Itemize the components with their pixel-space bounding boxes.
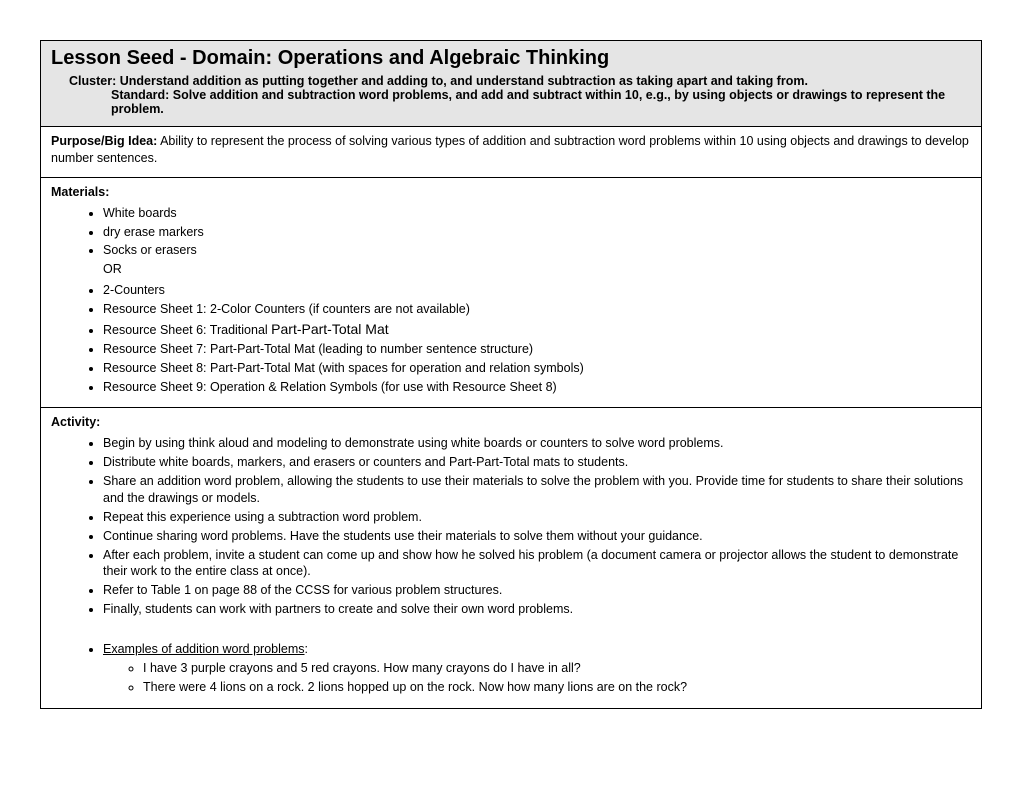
list-item: Resource Sheet 8: Part-Part-Total Mat (w… bbox=[103, 360, 971, 377]
list-item: After each problem, invite a student can… bbox=[103, 547, 971, 581]
list-item: dry erase markers bbox=[103, 224, 971, 241]
list-item-ppt: Part-Part-Total Mat bbox=[271, 321, 388, 337]
list-item-text: Resource Sheet 6: Traditional bbox=[103, 323, 271, 337]
examples-label-text: Examples of addition word problems bbox=[103, 642, 305, 656]
examples-list: Examples of addition word problems: I ha… bbox=[51, 641, 971, 696]
activity-label: Activity: bbox=[51, 415, 100, 429]
list-item: Repeat this experience using a subtracti… bbox=[103, 509, 971, 526]
list-item: There were 4 lions on a rock. 2 lions ho… bbox=[143, 679, 971, 696]
header-section: Lesson Seed - Domain: Operations and Alg… bbox=[41, 41, 981, 127]
materials-list-b: 2-Counters Resource Sheet 1: 2-Color Cou… bbox=[51, 282, 971, 395]
list-item: I have 3 purple crayons and 5 red crayon… bbox=[143, 660, 971, 677]
page-title: Lesson Seed - Domain: Operations and Alg… bbox=[51, 47, 971, 70]
list-item: Resource Sheet 7: Part-Part-Total Mat (l… bbox=[103, 341, 971, 358]
list-item: Continue sharing word problems. Have the… bbox=[103, 528, 971, 545]
examples-sublist: I have 3 purple crayons and 5 red crayon… bbox=[103, 660, 971, 696]
purpose-label: Purpose/Big Idea: bbox=[51, 134, 157, 148]
activity-list: Begin by using think aloud and modeling … bbox=[51, 435, 971, 618]
lesson-seed-table: Lesson Seed - Domain: Operations and Alg… bbox=[40, 40, 982, 709]
list-item: Refer to Table 1 on page 88 of the CCSS … bbox=[103, 582, 971, 599]
materials-or: OR bbox=[103, 261, 971, 278]
list-item: Finally, students can work with partners… bbox=[103, 601, 971, 618]
materials-label: Materials: bbox=[51, 185, 109, 199]
list-item: 2-Counters bbox=[103, 282, 971, 299]
list-item: Begin by using think aloud and modeling … bbox=[103, 435, 971, 452]
list-item: White boards bbox=[103, 205, 971, 222]
materials-list-a: White boards dry erase markers Socks or … bbox=[51, 205, 971, 260]
list-item: Distribute white boards, markers, and er… bbox=[103, 454, 971, 471]
list-item: Resource Sheet 9: Operation & Relation S… bbox=[103, 379, 971, 396]
purpose-text: Ability to represent the process of solv… bbox=[51, 134, 969, 165]
examples-heading: Examples of addition word problems: I ha… bbox=[103, 641, 971, 696]
standard-text: Standard: Solve addition and subtraction… bbox=[51, 88, 971, 116]
purpose-section: Purpose/Big Idea: Ability to represent t… bbox=[41, 127, 981, 178]
activity-section: Activity: Begin by using think aloud and… bbox=[41, 408, 981, 707]
list-item: Resource Sheet 6: Traditional Part-Part-… bbox=[103, 320, 971, 339]
materials-section: Materials: White boards dry erase marker… bbox=[41, 178, 981, 409]
cluster-text: Cluster: Understand addition as putting … bbox=[51, 74, 971, 88]
list-item: Resource Sheet 1: 2-Color Counters (if c… bbox=[103, 301, 971, 318]
list-item: Share an addition word problem, allowing… bbox=[103, 473, 971, 507]
list-item: Socks or erasers bbox=[103, 242, 971, 259]
